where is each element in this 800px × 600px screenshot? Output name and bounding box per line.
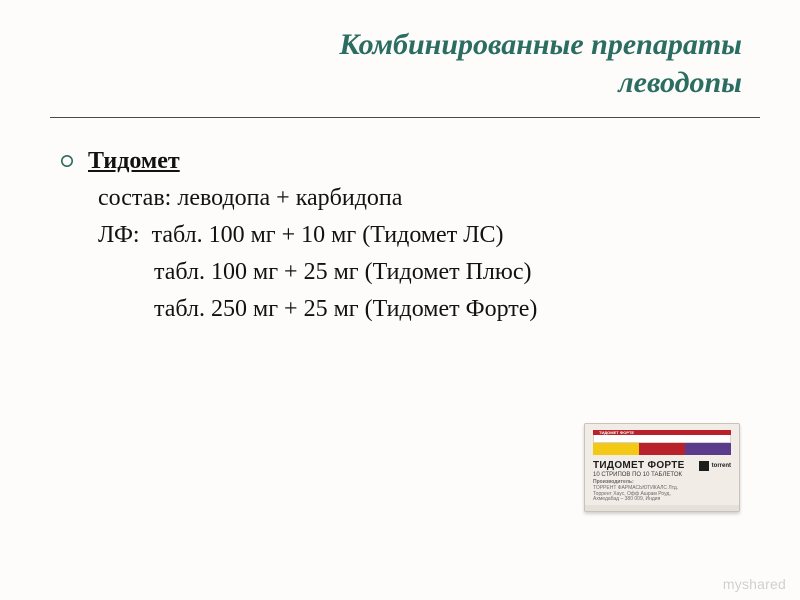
title-line-2: леводопы	[618, 66, 742, 99]
form-line-2: табл. 250 мг + 25 мг (Тидомет Форте)	[60, 296, 760, 323]
package-box: ТИДОМЕТ ФОРТЕ ТИДОМЕТ ФОРТЕ torrent 10 С…	[584, 423, 740, 512]
form-value-0: табл. 100 мг + 10 мг (Тидомет ЛС)	[152, 222, 504, 248]
form-label: ЛФ:	[98, 222, 140, 248]
form-line-1: табл. 100 мг + 25 мг (Тидомет Плюс)	[60, 259, 760, 286]
colorband-red	[639, 443, 685, 455]
bullet-item: Тидомет	[60, 144, 760, 175]
package-title-row: ТИДОМЕТ ФОРТЕ torrent	[593, 460, 731, 471]
package-logo: torrent	[699, 461, 731, 471]
colorband-yellow	[593, 443, 639, 455]
package-top-label: ТИДОМЕТ ФОРТЕ	[599, 430, 634, 435]
logo-mark-icon	[699, 461, 709, 471]
package-subtitle: 10 СТРИПОВ ПО 10 ТАБЛЕТОК	[593, 472, 731, 478]
maker-line-2: Ахмедабад – 380 009, Индия	[593, 497, 731, 503]
circle-bullet-icon	[60, 148, 74, 175]
slide-title: Комбинированные препараты леводопы	[50, 26, 742, 103]
drug-name: Тидомет	[88, 148, 180, 175]
slide: Комбинированные препараты леводопы Тидом…	[0, 0, 800, 600]
watermark: myshared	[723, 576, 786, 592]
package-white-stripe	[593, 435, 731, 443]
title-rule	[50, 117, 760, 118]
title-line-1: Комбинированные препараты	[339, 28, 742, 61]
composition-label: состав:	[98, 185, 171, 211]
package-title: ТИДОМЕТ ФОРТЕ	[593, 460, 685, 471]
content: Тидомет состав: леводопа + карбидопа ЛФ:…	[50, 144, 760, 323]
form-value-2: табл. 250 мг + 25 мг (Тидомет Форте)	[154, 296, 537, 322]
form-line-0: ЛФ: табл. 100 мг + 10 мг (Тидомет ЛС)	[60, 222, 760, 249]
composition-line: состав: леводопа + карбидопа	[60, 185, 760, 212]
package-colorband	[593, 443, 731, 455]
form-value-1: табл. 100 мг + 25 мг (Тидомет Плюс)	[154, 259, 531, 285]
package-image: ТИДОМЕТ ФОРТЕ ТИДОМЕТ ФОРТЕ torrent 10 С…	[584, 423, 740, 512]
package-maker: Производитель: ТОРРЕНТ ФАРМАСЬЮТИКАЛС Лт…	[593, 480, 731, 503]
colorband-purple	[685, 443, 731, 455]
package-logo-text: torrent	[712, 463, 731, 469]
composition-value: леводопа + карбидопа	[177, 185, 402, 211]
